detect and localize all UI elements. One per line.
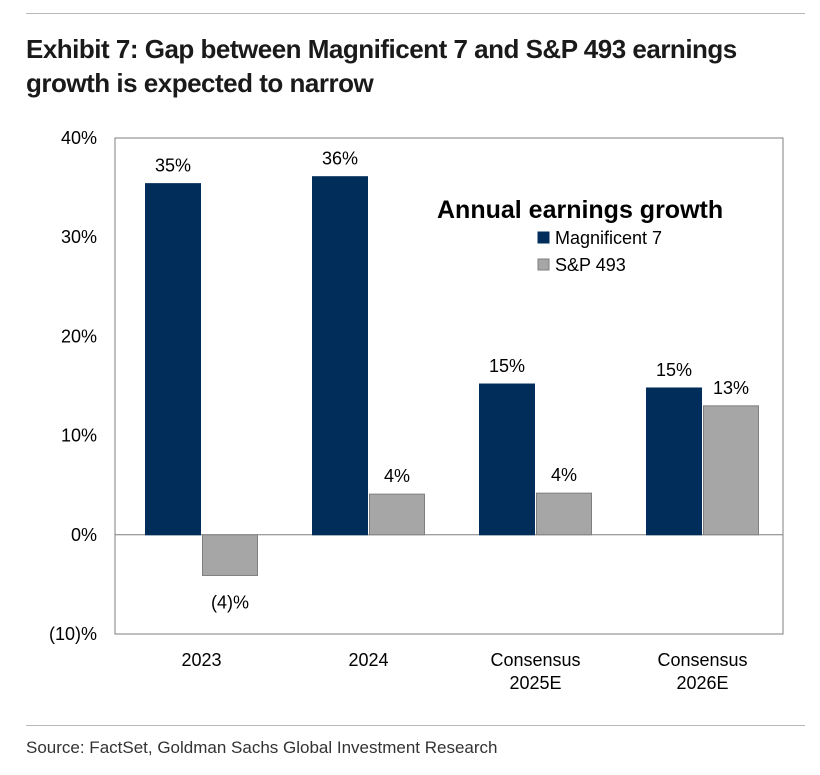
top-divider [26,13,805,14]
legend: Annual earnings growth Magnificent 7 S&P … [437,196,723,275]
y-tick-label: (10)% [49,624,97,644]
x-tick-label: 2025E [509,673,561,693]
source-note: Source: FactSet, Goldman Sachs Global In… [26,738,498,757]
x-tick-label: 2026E [676,673,728,693]
legend-title: Annual earnings growth [437,196,723,224]
y-tick-label: 20% [61,326,97,346]
y-tick-label: 10% [61,426,97,446]
x-axis: 2023 2024 Consensus 2025E Consensus 2026E [181,650,747,693]
legend-entry: Magnificent 7 [555,228,662,248]
bar-data-label: 15% [656,360,692,380]
bar-data-label: 4% [384,466,410,486]
bar-s-p-493 [703,405,759,536]
bar-s-p-493 [369,493,425,536]
bar-s-p-493 [202,534,258,576]
y-tick-label: 40% [61,128,97,148]
y-axis: (10)% 0% 10% 20% 30% 40% [49,128,97,644]
bar-data-label: 15% [489,356,525,376]
bar-data-labels: 35% 36% 15% 15% (4)% 4% 4% 13% [155,149,749,613]
bar-data-label: 35% [155,156,191,176]
bars [145,176,759,576]
y-tick-label: 0% [71,525,97,545]
bar-magnificent-7 [145,183,201,536]
legend-entry: S&P 493 [555,255,626,275]
bar-data-label: 4% [551,465,577,485]
bar-data-label: 36% [322,149,358,169]
x-tick-label: 2024 [348,650,388,670]
x-tick-label: Consensus [657,650,747,670]
exhibit-title: Exhibit 7: Gap between Magnificent 7 and… [26,34,737,98]
legend-swatch [537,231,550,244]
bottom-divider [26,725,805,726]
y-tick-label: 30% [61,227,97,247]
bar-magnificent-7 [646,387,702,536]
bar-magnificent-7 [479,383,535,536]
bar-data-label: (4)% [211,592,249,612]
legend-swatch [537,258,550,271]
x-tick-label: 2023 [181,650,221,670]
bar-magnificent-7 [312,176,368,536]
bar-s-p-493 [536,492,592,536]
x-tick-label: Consensus [490,650,580,670]
bar-data-label: 13% [713,378,749,398]
plot-area-frame [114,137,784,635]
earnings-growth-bar-chart: (10)% 0% 10% 20% 30% 40% 35% 36% 15% 15% (4)% 4% 4%… [49,128,784,693]
